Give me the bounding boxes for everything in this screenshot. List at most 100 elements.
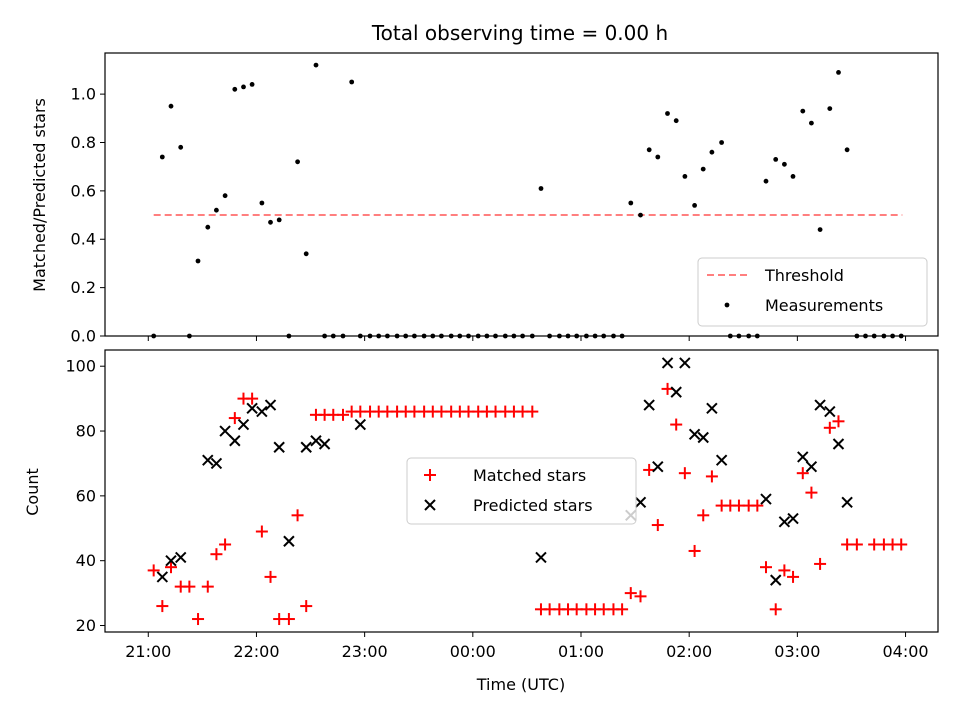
count-legend-box (406, 457, 637, 525)
predicted-star-point (832, 438, 845, 450)
legend-matched-swatch (424, 469, 436, 481)
measurement-point (214, 207, 219, 213)
matched-star-point (778, 564, 791, 577)
predicted-star-point (273, 441, 285, 453)
matched-star-point (228, 412, 241, 425)
predicted-star-point (824, 405, 836, 418)
measurement-point (763, 178, 769, 184)
matched-star-point (697, 509, 710, 522)
predicted-star-point (318, 438, 331, 450)
measurement-point (249, 82, 255, 87)
legend-measurements-label: Measurements (765, 296, 883, 315)
count-y-tick-label: 80 (76, 422, 96, 441)
count-axes-frame (104, 349, 939, 633)
predicted-star-point (202, 454, 214, 466)
matched-star-point (300, 600, 313, 613)
predicted-star-point (535, 551, 547, 564)
measurement-point (295, 159, 300, 165)
predicted-star-point (697, 431, 709, 444)
ratio-y-tick-label: 0.6 (71, 181, 96, 200)
measurement-point (782, 161, 787, 167)
count-x-tick-label: 23:00 (342, 642, 388, 661)
ratio-y-tick-label: 0.0 (71, 327, 96, 346)
matched-star-point (255, 525, 268, 538)
ratio-marks (151, 62, 904, 339)
measurement-point (205, 224, 211, 230)
predicted-star-point (283, 535, 295, 547)
count-x-ticks: 21:00 22:00 23:00 00:00 01:00 02:00 03:00 04:00 (125, 632, 929, 661)
measurement-point (709, 149, 715, 155)
measurement-point (268, 219, 273, 225)
matched-star-point (814, 557, 827, 570)
ratio-y-tick-label: 1.0 (71, 85, 96, 104)
matched-star-point (201, 580, 214, 593)
matched-star-point (616, 603, 629, 616)
predicted-star-point (210, 457, 223, 470)
ratio-x-ticks (147, 336, 907, 341)
matched-star-point (678, 467, 691, 480)
predicted-star-point (715, 454, 728, 466)
matched-star-point (624, 587, 637, 600)
ylabel-count: Count (23, 468, 42, 516)
matched-star-point (246, 392, 259, 405)
chart-title: Total observing time = 0.00 h (371, 21, 668, 45)
matched-star-point (787, 570, 800, 583)
predicted-star-point (643, 399, 655, 411)
measurement-point (222, 193, 228, 199)
matched-star-point (823, 421, 836, 434)
ratio-legend: Threshold Measurements (697, 257, 928, 327)
predicted-star-point (219, 425, 231, 437)
xlabel-time: Time (UTC) (476, 675, 565, 694)
measurement-point (836, 70, 841, 75)
measurement-point (259, 200, 265, 206)
count-y-tick-label: 100 (65, 357, 96, 376)
matched-star-point (264, 570, 277, 583)
measurement-point (168, 103, 174, 109)
ratio-y-tick-label: 0.4 (71, 230, 96, 249)
predicted-star-point (156, 571, 169, 583)
predicted-star-point (175, 551, 187, 564)
matched-star-point (651, 519, 664, 532)
predicted-star-point (688, 428, 701, 440)
measurement-point (232, 86, 238, 92)
measurement-point (628, 200, 634, 206)
count-x-tick-label: 04:00 (882, 642, 928, 661)
count-x-tick-label: 02:00 (666, 642, 712, 661)
count-x-tick-label: 03:00 (774, 642, 820, 661)
matched-star-point (156, 600, 169, 613)
measurement-point (700, 166, 706, 172)
measurement-point (241, 84, 246, 90)
measurement-point (655, 154, 661, 160)
count-marks (147, 357, 908, 626)
predicted-star-point (760, 493, 772, 505)
predicted-star-point (814, 399, 826, 411)
predicted-star-point (805, 460, 818, 473)
matched-star-point (282, 613, 295, 626)
count-y-tick-label: 40 (76, 551, 96, 570)
measurement-point (844, 147, 850, 153)
panel-ratio: Matched/Predicted stars 0.0 0.2 0.4 0.6 0.8 1… (30, 52, 939, 346)
predicted-star-point (634, 496, 647, 509)
predicted-star-point (229, 435, 241, 447)
ratio-axes-frame (104, 52, 939, 337)
predicted-star-point (679, 357, 691, 369)
matched-star-point (526, 405, 539, 418)
ylabel-ratio: Matched/Predicted stars (30, 98, 49, 292)
predicted-star-point (237, 418, 250, 431)
measurement-point (178, 144, 184, 150)
predicted-star-point (770, 574, 782, 586)
matched-star-point (751, 499, 764, 512)
count-x-tick-label: 00:00 (450, 642, 496, 661)
count-legend: Matched stars Predicted stars (406, 457, 637, 525)
legend-matched-label: Matched stars (473, 466, 586, 485)
measurement-point (719, 140, 724, 145)
measurement-point (538, 186, 544, 191)
predicted-star-point (841, 496, 853, 509)
measurement-point (790, 174, 796, 179)
measurement-point (673, 118, 679, 124)
predicted-star-point (661, 357, 674, 369)
predicted-star-point (264, 399, 277, 411)
matched-star-point (832, 415, 845, 428)
legend-predicted-label: Predicted stars (473, 496, 593, 515)
measurement-point (303, 251, 309, 257)
